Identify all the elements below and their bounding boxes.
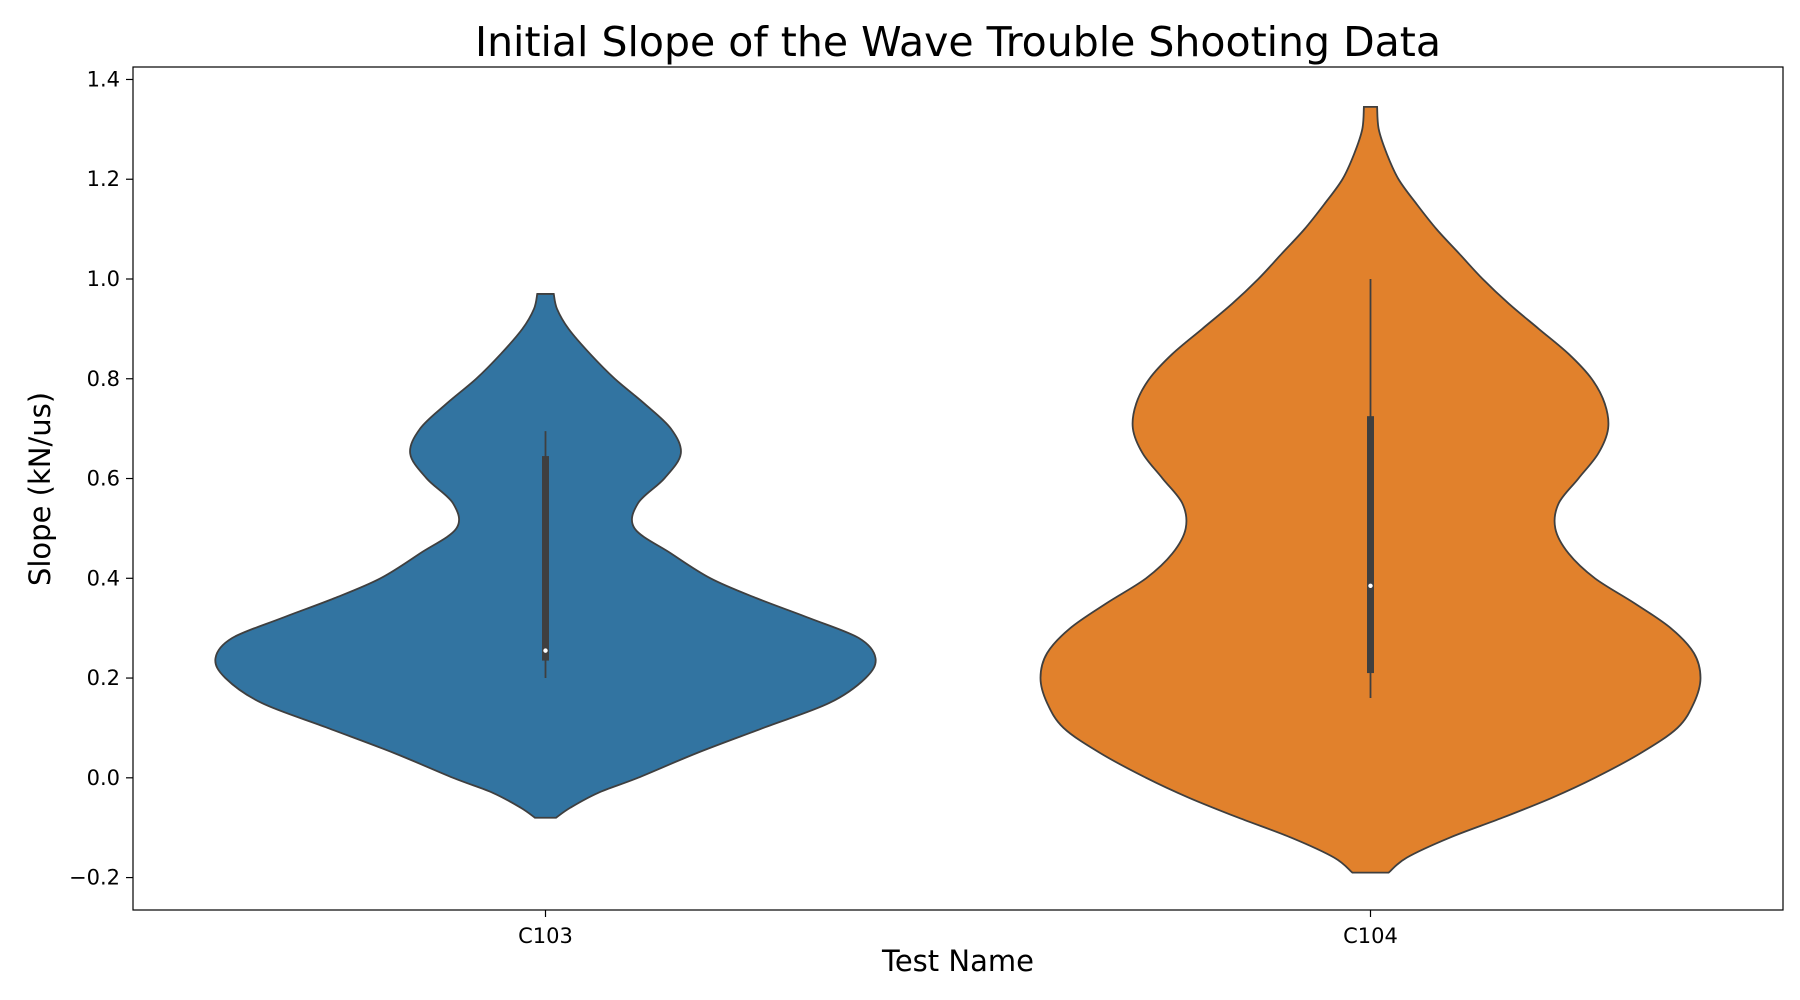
x-axis-label: Test Name [881, 944, 1034, 978]
y-tick-label: 0.6 [87, 467, 120, 491]
y-tick-label: 1.4 [87, 67, 120, 91]
violin-median-point [543, 648, 548, 653]
x-axis: C103 C104 [518, 910, 1398, 948]
y-axis: −0.2 0.0 0.2 0.4 0.6 0.8 1.0 1.2 1.4 [69, 67, 133, 890]
violin-median-point [1368, 583, 1373, 588]
y-tick-label: 0.0 [87, 766, 120, 790]
chart-title: Initial Slope of the Wave Trouble Shooti… [475, 18, 1441, 66]
y-tick-label: 0.4 [87, 566, 120, 590]
x-tick-label: C104 [1343, 924, 1398, 948]
y-tick-label: 0.2 [87, 666, 120, 690]
y-tick-label: 1.0 [87, 267, 120, 291]
plot-frame [132, 66, 1784, 911]
y-axis-label: Slope (kN/us) [23, 392, 57, 586]
y-tick-label: 0.8 [87, 367, 120, 391]
violin-iqr-box [1367, 416, 1374, 674]
x-tick-label: C103 [518, 924, 573, 948]
y-tick-label: −0.2 [69, 866, 120, 890]
violins-layer [214, 106, 1702, 874]
y-tick-label: 1.2 [87, 167, 120, 191]
violin-iqr-box [542, 456, 549, 661]
